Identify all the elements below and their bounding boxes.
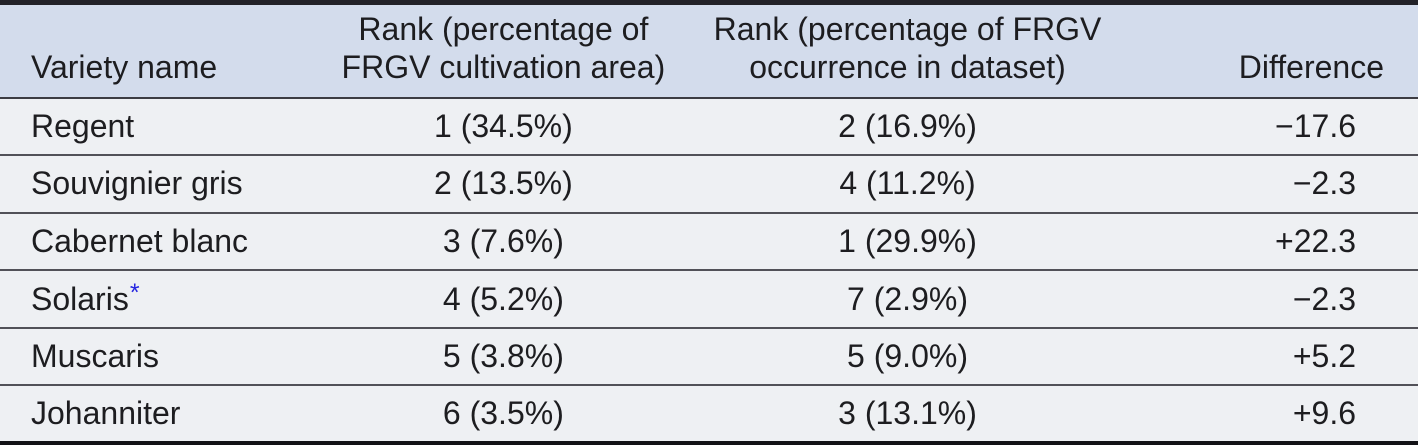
cell-rank-cultivation-area: 1 (34.5%) <box>311 96 695 156</box>
column-header-variety-name: Variety name <box>0 2 312 98</box>
cell-rank-cultivation-area: 5 (3.8%) <box>311 326 695 386</box>
cell-difference: −2.3 <box>1120 269 1418 328</box>
table-row: Souvignier gris 2 (13.5%) 4 (11.2%) −2.3 <box>0 154 1418 213</box>
footnote-asterisk: * <box>129 279 140 308</box>
column-header-difference: Difference <box>1120 2 1418 98</box>
cell-rank-cultivation-area: 2 (13.5%) <box>311 154 695 213</box>
column-header-rank-dataset-occurrence: Rank (percentage of FRGV occurrence in d… <box>694 2 1121 98</box>
cell-variety-name: Johanniter <box>0 384 312 443</box>
column-header-label: Rank (percentage of FRGV occurrence in d… <box>713 11 1102 85</box>
header-row: Variety name Rank (percentage of FRGV cu… <box>0 2 1418 98</box>
cell-rank-cultivation-area: 3 (7.6%) <box>311 211 695 271</box>
variety-name: Cabernet blanc <box>31 222 249 259</box>
cell-difference: −17.6 <box>1120 96 1418 156</box>
cell-variety-name: Muscaris <box>0 326 312 386</box>
column-header-label: Rank (percentage of FRGV cultivation are… <box>341 11 666 85</box>
cell-rank-dataset-occurrence: 2 (16.9%) <box>694 96 1121 156</box>
table-row: Regent 1 (34.5%) 2 (16.9%) −17.6 <box>0 96 1418 156</box>
cell-variety-name: Cabernet blanc <box>0 211 312 271</box>
column-header-label: Variety name <box>31 48 218 85</box>
cell-difference: +5.2 <box>1120 326 1418 386</box>
cell-rank-dataset-occurrence: 7 (2.9%) <box>694 269 1121 328</box>
variety-name: Johanniter <box>31 395 181 432</box>
cell-difference: +22.3 <box>1120 211 1418 271</box>
variety-name: Muscaris <box>31 338 160 375</box>
cell-difference: −2.3 <box>1120 154 1418 213</box>
table-row: Solaris* 4 (5.2%) 7 (2.9%) −2.3 <box>0 269 1418 328</box>
cell-rank-cultivation-area: 4 (5.2%) <box>311 269 695 328</box>
cell-variety-name: Regent <box>0 96 312 156</box>
table-row: Johanniter 6 (3.5%) 3 (13.1%) +9.6 <box>0 384 1418 443</box>
cell-rank-dataset-occurrence: 4 (11.2%) <box>694 154 1121 213</box>
table-row: Cabernet blanc 3 (7.6%) 1 (29.9%) +22.3 <box>0 211 1418 271</box>
cell-rank-dataset-occurrence: 1 (29.9%) <box>694 211 1121 271</box>
table-header: Variety name Rank (percentage of FRGV cu… <box>0 2 1418 98</box>
variety-name: Solaris <box>31 280 129 317</box>
variety-name: Souvignier gris <box>31 165 243 202</box>
variety-name: Regent <box>31 107 135 144</box>
cell-difference: +9.6 <box>1120 384 1418 443</box>
column-header-label: Difference <box>1238 48 1384 85</box>
cell-rank-dataset-occurrence: 3 (13.1%) <box>694 384 1121 443</box>
table-body: Regent 1 (34.5%) 2 (16.9%) −17.6 Souvign… <box>0 96 1418 443</box>
cell-variety-name: Solaris* <box>0 269 312 328</box>
column-header-rank-cultivation-area: Rank (percentage of FRGV cultivation are… <box>311 2 695 98</box>
cell-variety-name: Souvignier gris <box>0 154 312 213</box>
table-row: Muscaris 5 (3.8%) 5 (9.0%) +5.2 <box>0 326 1418 386</box>
cell-rank-dataset-occurrence: 5 (9.0%) <box>694 326 1121 386</box>
cell-rank-cultivation-area: 6 (3.5%) <box>311 384 695 443</box>
